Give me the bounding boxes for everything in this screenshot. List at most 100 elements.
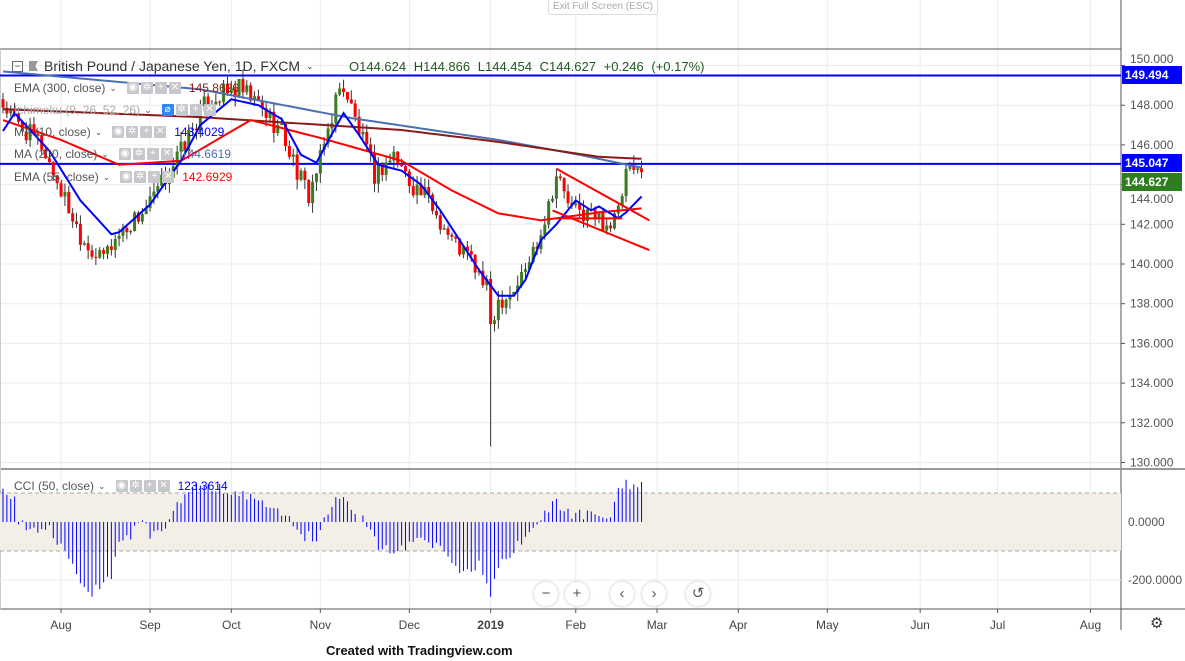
zoom-in-button[interactable]: + [565,582,589,606]
close-icon[interactable]: ✕ [157,480,170,492]
candle-body [9,108,13,114]
gear-icon[interactable]: ✲ [132,148,145,160]
candle-body [427,186,431,195]
candle-body [458,238,462,255]
indicator-legend[interactable]: EMA (55, close) ⌄ ◉ ✲ + ✕ 142.6929 [14,170,232,184]
chevron-down-icon[interactable]: ⌄ [144,104,152,115]
candle-body [307,180,311,203]
candle-body [13,108,17,114]
close-icon[interactable]: ✕ [168,82,181,94]
indicator-label: MA (10, close) [14,125,91,139]
chevron-down-icon[interactable]: ⌄ [306,60,314,71]
time-axis-label: Jul [990,618,1005,632]
chevron-down-icon[interactable]: ⌄ [101,148,109,159]
gear-icon[interactable]: ✲ [129,480,142,492]
candle-body [527,262,531,270]
eye-icon[interactable]: ◉ [126,82,139,94]
chevron-down-icon[interactable]: ⌄ [94,126,103,137]
eye-icon[interactable]: ◉ [112,126,125,138]
candle-body [214,101,218,105]
candle-body [531,246,535,263]
candle-body [605,225,609,231]
hidden-eye-icon[interactable]: ⌀ [161,104,174,116]
close-icon[interactable]: ✕ [203,104,216,116]
candle-body [268,111,272,118]
zoom-out-button[interactable]: − [534,582,558,606]
gear-icon[interactable]: ✲ [134,171,147,183]
indicator-line-ema-300 [2,108,642,160]
reset-chart-button[interactable]: ↺ [686,582,710,606]
symbol-title[interactable]: British Pound / Japanese Yen, 1D, FXCM [44,58,301,74]
candle-body [24,131,28,141]
eye-icon[interactable]: ◉ [118,148,131,160]
candle-body [303,170,307,181]
candle-body [276,125,280,134]
plus-icon[interactable]: + [189,104,202,116]
indicator-value: 144.6619 [180,147,231,161]
close-icon[interactable]: ✕ [162,171,175,183]
candle-body [628,165,632,169]
trendline [552,209,650,252]
candle-body [353,103,357,117]
chevron-down-icon[interactable]: ⌄ [109,82,117,93]
symbol-header: − British Pound / Japanese Yen, 1D, FXCM… [12,58,314,74]
candle-body [415,184,419,196]
indicator-legend[interactable]: MA (10, close) ⌄ ◉ ✲ + ✕ 143.4029 [14,125,224,139]
eye-icon[interactable]: ◉ [115,480,128,492]
scroll-left-button[interactable]: ‹ [610,582,634,606]
gear-icon[interactable]: ✲ [126,126,139,138]
price-tag-last: 144.627 [1122,173,1182,191]
time-axis-label: Jun [911,618,930,632]
candle-body [547,201,551,225]
indicator-legend[interactable]: MA (200, close) ⌄ ◉ ✲ + ✕ 144.6619 [14,147,231,161]
close-icon[interactable]: ✕ [160,148,173,160]
candle-body [86,243,90,251]
candle-body [125,227,129,233]
candle-body [295,154,299,180]
price-tag-level-2: 145.047 [1122,154,1182,172]
eye-icon[interactable]: ◉ [120,171,133,183]
candle-body [140,214,144,222]
collapse-icon[interactable]: − [12,60,23,72]
price-axis-label: 148.000 [1130,98,1174,112]
candle-body [376,163,380,184]
chevron-down-icon[interactable]: ⌄ [102,171,111,182]
candle-body [32,124,36,135]
candle-body [63,191,67,197]
candle-body [202,96,206,106]
time-axis-label: Feb [565,618,586,632]
candle-body [59,183,63,197]
cci-label: CCI (50, close) [14,479,95,493]
gear-icon[interactable]: ✲ [175,104,188,116]
indicator-legend[interactable]: EMA (300, close) ⌄ ◉ ✲ + ✕ 145.8626 [14,81,239,95]
chevron-down-icon[interactable]: ⌄ [98,480,106,491]
candle-body [384,162,388,175]
candle-body [585,209,589,221]
plus-icon[interactable]: + [140,126,153,138]
plus-icon[interactable]: + [154,82,167,94]
candle-body [454,236,458,239]
indicator-legend[interactable]: Ichimoku (9, 26, 52, 26) ⌄ ⌀ ✲ + ✕ [14,103,224,117]
plus-icon[interactable]: + [148,171,161,183]
candle-body [71,213,75,222]
gear-icon[interactable]: ✲ [140,82,153,94]
indicator-controls: ◉ ✲ + ✕ [118,148,173,160]
candle-body [198,105,202,131]
plus-icon[interactable]: + [143,480,156,492]
candle-body [117,235,121,239]
candle-body [36,134,40,136]
candle-body [105,246,109,254]
plus-icon[interactable]: + [146,148,159,160]
scroll-right-button[interactable]: › [642,582,666,606]
close-icon[interactable]: ✕ [154,126,167,138]
open-value: O144.624 [349,59,407,74]
candle-body [338,88,342,95]
candle-body [516,285,520,292]
settings-gear-icon[interactable]: ⚙ [1150,615,1164,632]
cci-value: 123.3614 [177,479,228,493]
cci-legend[interactable]: CCI (50, close) ⌄ ◉ ✲ + ✕ 123.3614 [14,479,228,493]
time-axis-label: Aug [1080,618,1101,632]
exit-fullscreen-button[interactable]: Exit Full Screen (ESC) [548,0,658,15]
candle-body [369,144,373,154]
